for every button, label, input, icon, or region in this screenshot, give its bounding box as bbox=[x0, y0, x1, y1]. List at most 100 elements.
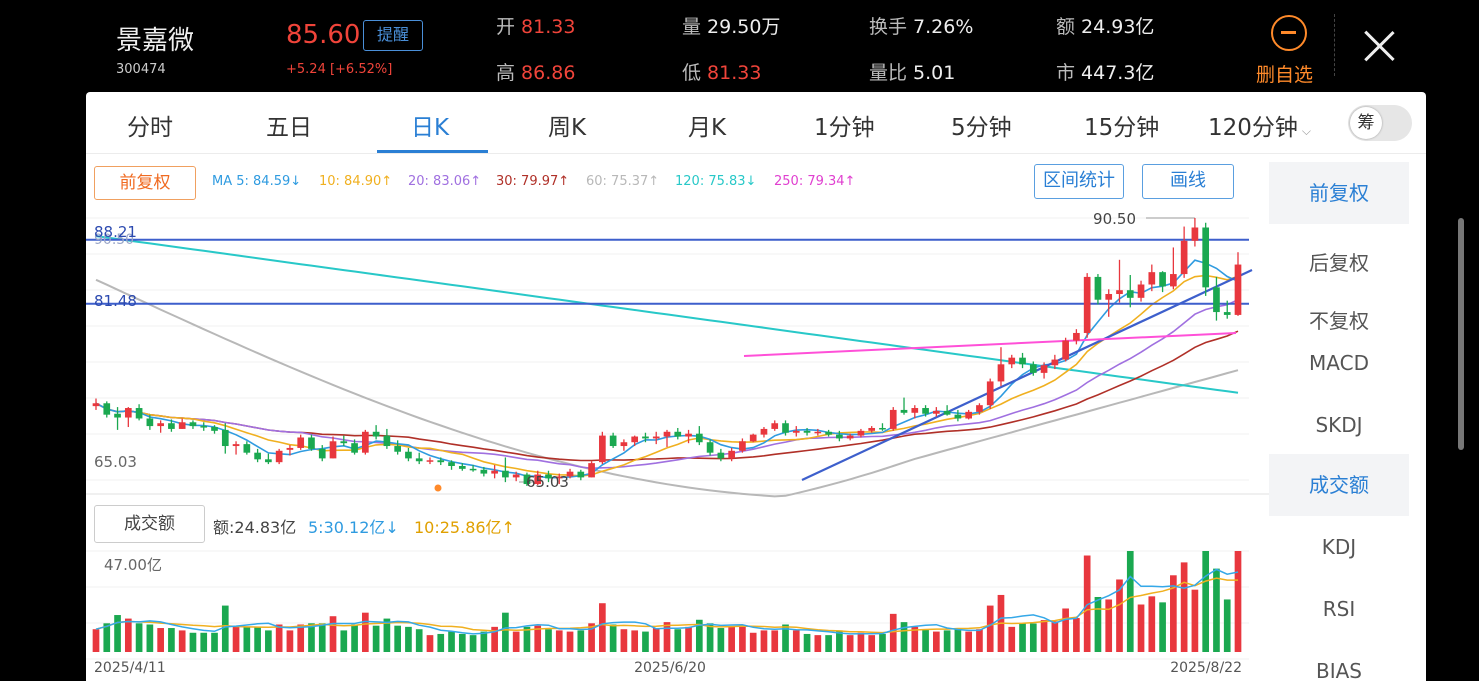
tab-daily-k[interactable]: 日K bbox=[411, 115, 450, 141]
candle-body bbox=[879, 427, 886, 430]
tab-monthly-k[interactable]: 月K bbox=[688, 115, 727, 141]
pink-line bbox=[743, 332, 1237, 357]
volume-bar bbox=[351, 624, 358, 652]
side-item-rsi[interactable]: RSI bbox=[1322, 597, 1356, 621]
candle-body bbox=[1040, 365, 1048, 373]
interval-stats-button[interactable]: 区间统计 bbox=[1034, 164, 1124, 199]
quote-label: 量比 bbox=[869, 62, 908, 84]
volume-bar bbox=[286, 630, 294, 652]
side-item-macd[interactable]: MACD bbox=[1309, 351, 1369, 375]
candle-body bbox=[1170, 274, 1177, 287]
candle-body bbox=[361, 431, 369, 453]
candle-body bbox=[512, 474, 520, 478]
volume-bar bbox=[868, 635, 876, 652]
volume-bar bbox=[124, 618, 132, 652]
volume-bar bbox=[308, 623, 315, 652]
quote-label: 低 bbox=[682, 62, 702, 84]
candle-body bbox=[458, 465, 466, 469]
volume-bar bbox=[168, 628, 175, 652]
candle-body bbox=[297, 437, 305, 448]
draw-line-button[interactable]: 画线 bbox=[1142, 164, 1234, 199]
volume-bar bbox=[469, 635, 477, 652]
candles bbox=[92, 218, 1242, 486]
tab-intraday[interactable]: 分时 bbox=[127, 115, 173, 141]
candle-body bbox=[178, 422, 186, 429]
volume-indicator-button[interactable]: 成交额 bbox=[94, 505, 205, 543]
candle-body bbox=[976, 405, 983, 412]
tab-1min[interactable]: 1分钟 bbox=[814, 115, 875, 141]
header-divider bbox=[1334, 14, 1335, 76]
kline-chart[interactable]: 90.5088.2181.4865.0390.5065.0347.00亿2025… bbox=[86, 92, 1269, 681]
volume-bar bbox=[340, 630, 348, 652]
volume-axis-max-label: 47.00亿 bbox=[104, 556, 162, 574]
candle-body bbox=[846, 435, 854, 439]
ma10-line bbox=[95, 274, 1239, 477]
candle-body bbox=[415, 458, 423, 462]
volume-bar bbox=[1051, 621, 1059, 652]
candle-body bbox=[1191, 227, 1199, 241]
quote-value: 29.50万 bbox=[707, 16, 781, 38]
candle-body bbox=[146, 418, 154, 427]
volume-bar bbox=[986, 605, 994, 652]
chip-toggle-knob: 筹 bbox=[1350, 107, 1382, 139]
side-item-turnover[interactable]: 成交额 bbox=[1269, 454, 1409, 516]
close-icon[interactable] bbox=[1362, 28, 1398, 64]
quote-volume: 量 29.50万 bbox=[682, 12, 780, 39]
side-item-forward-adjust[interactable]: 前复权 bbox=[1269, 162, 1409, 224]
quote-label: 市 bbox=[1056, 62, 1076, 84]
volume-bar bbox=[275, 624, 283, 652]
remind-button[interactable]: 提醒 bbox=[363, 20, 423, 51]
chip-toggle[interactable]: 筹 bbox=[1348, 105, 1412, 141]
min-price-label: 65.03 bbox=[526, 473, 569, 491]
adjust-button[interactable]: 前复权 bbox=[94, 166, 196, 200]
tab-120min[interactable]: 120分钟 ⌵ bbox=[1208, 108, 1311, 142]
side-item-bias[interactable]: BIAS bbox=[1316, 659, 1362, 681]
candle-body bbox=[308, 437, 315, 449]
candle-body bbox=[545, 474, 552, 479]
candle-body bbox=[1094, 276, 1102, 300]
tab-5min[interactable]: 5分钟 bbox=[951, 115, 1012, 141]
tab-15min[interactable]: 15分钟 bbox=[1084, 115, 1160, 141]
tab-five-day[interactable]: 五日 bbox=[266, 115, 312, 141]
candle-body bbox=[318, 448, 326, 459]
candle-body bbox=[286, 447, 294, 450]
side-item-skdj[interactable]: SKDJ bbox=[1315, 413, 1363, 437]
volume-bar bbox=[588, 623, 595, 652]
candle-body bbox=[1029, 364, 1037, 373]
side-item-no-adjust[interactable]: 不复权 bbox=[1309, 309, 1369, 330]
candle-body bbox=[663, 431, 671, 437]
candle-body bbox=[695, 433, 703, 443]
tab-weekly-k[interactable]: 周K bbox=[548, 115, 587, 141]
quote-value: 24.93亿 bbox=[1081, 16, 1155, 38]
side-item-backward-adjust[interactable]: 后复权 bbox=[1309, 251, 1369, 275]
candle-body bbox=[609, 435, 617, 447]
candle-body bbox=[92, 403, 100, 407]
candle-body bbox=[825, 431, 832, 435]
remove-watchlist-icon[interactable] bbox=[1271, 15, 1307, 51]
volume-bar bbox=[1116, 579, 1123, 652]
volume-bar bbox=[943, 630, 951, 652]
candle-body bbox=[1137, 284, 1145, 298]
volume-bar bbox=[437, 633, 445, 652]
hline-lower-label: 81.48 bbox=[94, 292, 137, 310]
ma-legend-10: 10: 84.90↑ bbox=[319, 174, 393, 189]
volume-bar bbox=[265, 630, 272, 652]
volume-bar bbox=[297, 624, 305, 652]
scrollbar[interactable] bbox=[1458, 218, 1464, 450]
volume-bar bbox=[836, 630, 843, 652]
volume-bar bbox=[1083, 555, 1091, 652]
volume-bar bbox=[879, 633, 886, 652]
candle-body bbox=[1116, 290, 1123, 295]
volume-bar bbox=[1126, 551, 1134, 652]
volume-bar bbox=[146, 624, 154, 652]
volume-bar bbox=[1137, 604, 1145, 652]
volume-ma5: 5:30.12亿↓ bbox=[308, 518, 399, 537]
volume-ma5-line bbox=[95, 568, 1239, 635]
volume-bar bbox=[695, 619, 703, 652]
volume-bar bbox=[103, 623, 111, 652]
side-item-kdj[interactable]: KDJ bbox=[1321, 535, 1357, 559]
volume-bar bbox=[728, 626, 735, 652]
remove-watchlist-label[interactable]: 删自选 bbox=[1256, 64, 1314, 86]
candle-body bbox=[1008, 357, 1016, 365]
volume-bar bbox=[889, 613, 897, 652]
